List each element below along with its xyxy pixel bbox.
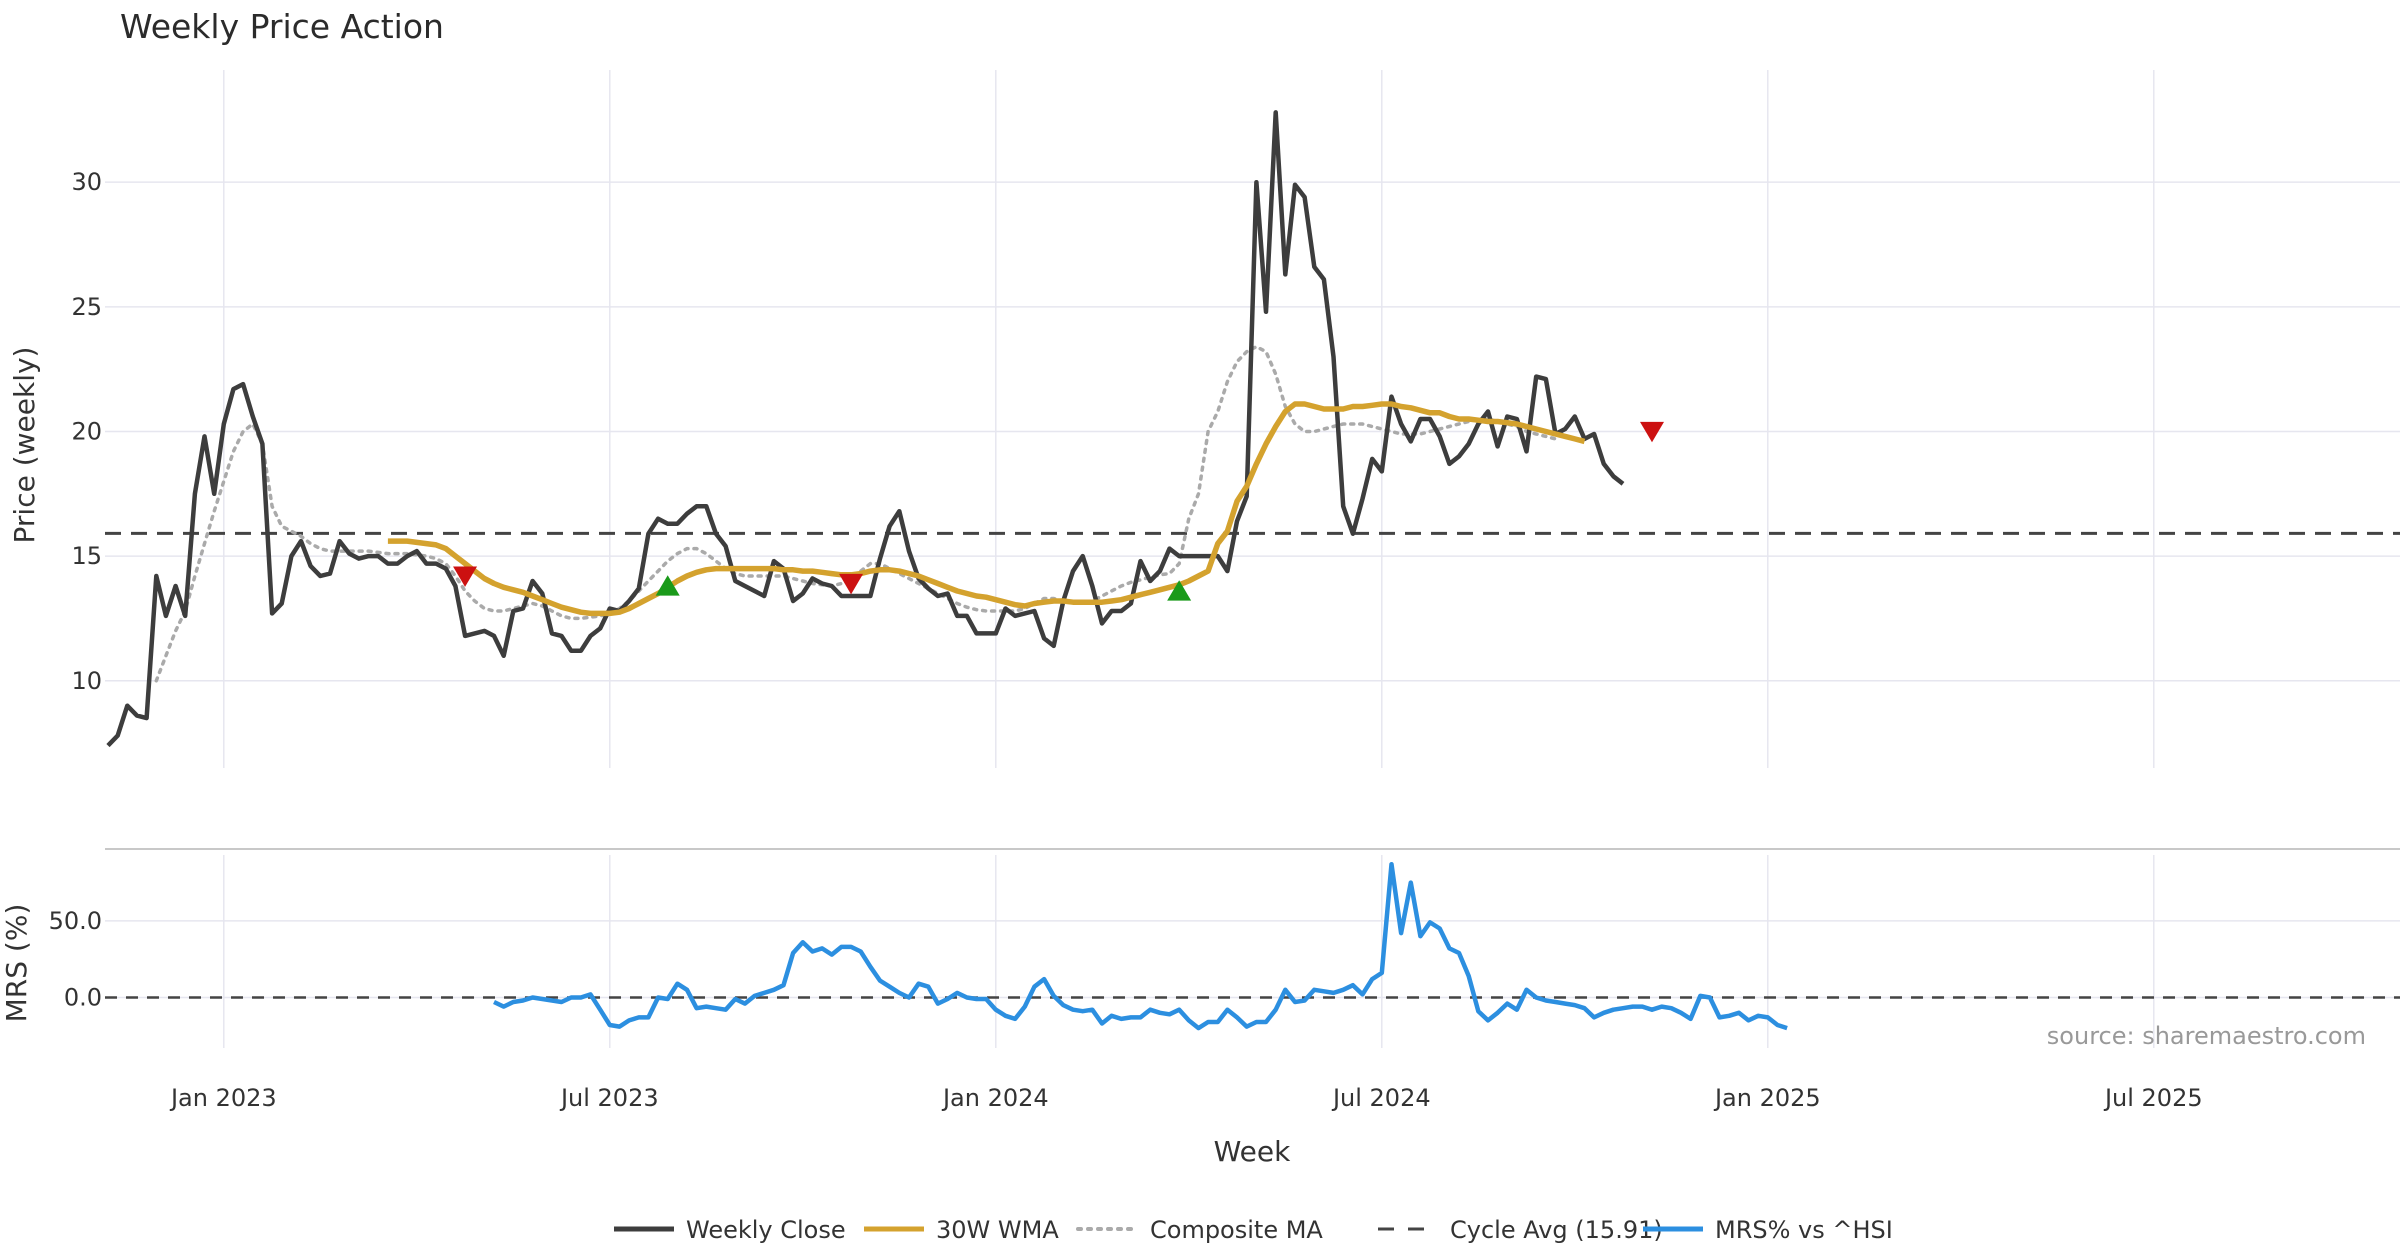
mrs-line	[493, 861, 1788, 1031]
y-tick-label-price: 15	[71, 542, 102, 570]
sell-signal-marker	[1640, 421, 1664, 443]
legend-label: Weekly Close	[686, 1216, 846, 1244]
sell-signal-marker	[453, 566, 478, 587]
x-tick-label: Jan 2025	[1713, 1084, 1821, 1112]
legend-label: Composite MA	[1150, 1216, 1323, 1244]
x-tick-label: Jan 2023	[169, 1084, 277, 1112]
chart-title: Weekly Price Action	[120, 7, 444, 46]
x-tick-label: Jul 2025	[2103, 1084, 2203, 1112]
y-tick-label-price: 25	[71, 293, 102, 321]
x-axis-label: Week	[1214, 1135, 1291, 1168]
y-tick-labels: 10 15 20 25 30 0.0 50.0	[49, 168, 102, 1011]
y-tick-label-price: 30	[71, 168, 102, 196]
legend-label: 30W WMA	[936, 1216, 1059, 1244]
y-axis-label-price: Price (weekly)	[8, 347, 41, 544]
legend: Weekly Close 30W WMA Composite MA Cycle Avg…	[614, 1216, 1893, 1244]
buy-signal-marker	[655, 575, 680, 596]
y-tick-label-mrs: 50.0	[49, 907, 102, 935]
source-text: source: sharemaestro.com	[2047, 1022, 2366, 1050]
y-axis-label-mrs: MRS (%)	[0, 904, 33, 1023]
y-tick-label-price: 10	[71, 667, 102, 695]
x-tick-label: Jul 2023	[559, 1084, 659, 1112]
legend-label: Cycle Avg (15.91)	[1450, 1216, 1663, 1244]
legend-label: MRS% vs ^HSI	[1715, 1216, 1893, 1244]
x-tick-label: Jan 2024	[941, 1084, 1049, 1112]
top-panel-series	[105, 110, 2400, 748]
buy-signal-marker	[1167, 580, 1192, 601]
x-tick-label: Jul 2024	[1331, 1084, 1431, 1112]
wma-30w-line	[387, 401, 1586, 617]
y-tick-label-mrs: 0.0	[64, 983, 102, 1011]
x-tick-labels: Jan 2023 Jul 2023 Jan 2024 Jul 2024 Jan 2025…	[169, 1084, 2203, 1112]
sell-signal-marker	[839, 573, 864, 595]
y-tick-label-price: 20	[71, 417, 102, 445]
bottom-panel-series	[105, 861, 2400, 1031]
weekly-close-line	[106, 110, 1625, 748]
